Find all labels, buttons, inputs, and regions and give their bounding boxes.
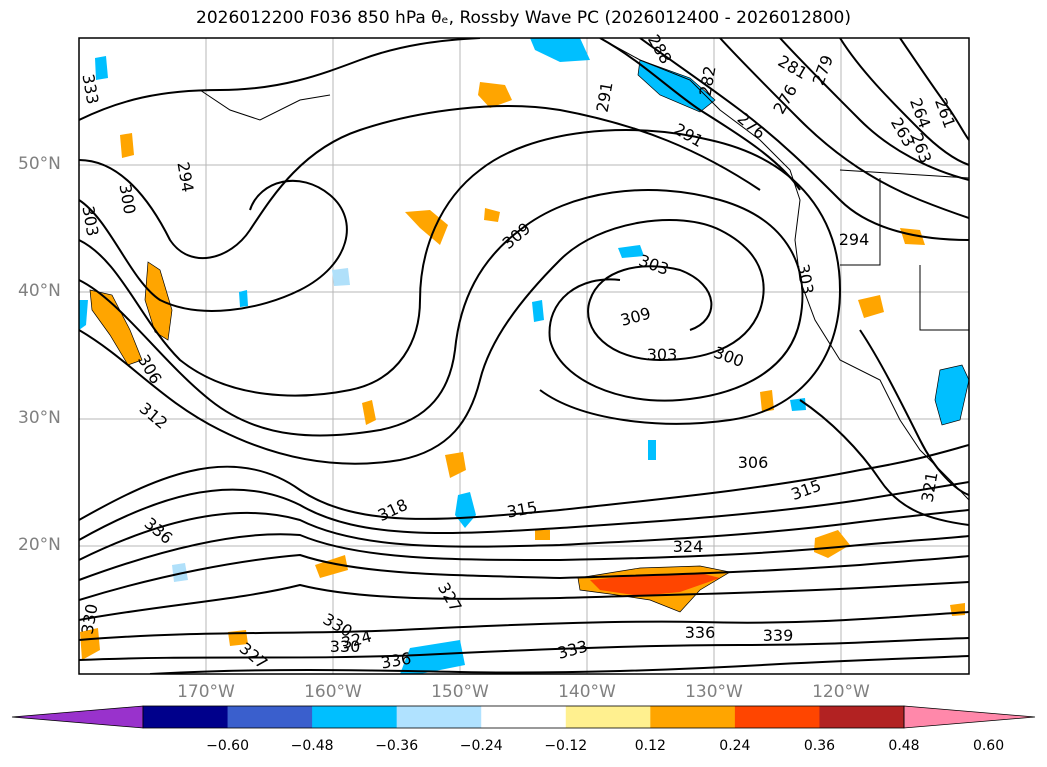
colorbar-segment: [819, 706, 905, 728]
negative-anomaly-patch: [790, 398, 806, 411]
chart-title: 2026012200 F036 850 hPa θₑ, Rossby Wave …: [196, 8, 851, 28]
positive-anomaly-patch: [900, 228, 925, 245]
contour-label: 339: [763, 626, 794, 645]
negative-anomaly-patch: [79, 300, 88, 330]
negative-anomaly-patch: [935, 365, 969, 425]
lon-label: 160°W: [304, 682, 362, 702]
colorbar-tick-label: −0.24: [459, 738, 503, 754]
lat-label: 50°N: [18, 154, 61, 174]
colorbar-tick-label: 0.24: [719, 738, 751, 754]
colorbar-segment: [227, 706, 313, 728]
negative-anomaly-patch: [172, 563, 188, 582]
contour-label: 324: [673, 537, 704, 556]
positive-anomaly-patch: [405, 210, 448, 245]
colorbar-segment: [312, 706, 398, 728]
lat-label: 20°N: [18, 535, 61, 555]
negative-anomaly-patch: [532, 300, 544, 322]
colorbar-extend-high: [903, 705, 1036, 729]
positive-anomaly-patch: [445, 452, 466, 478]
positive-anomaly-patch: [90, 290, 142, 365]
contour-label: 294: [839, 230, 870, 249]
colorbar-tick-label: −0.12: [544, 738, 588, 754]
anomaly-outlines: [89, 59, 969, 613]
negative-anomaly-patch: [400, 640, 465, 674]
lon-label: 170°W: [177, 682, 235, 702]
contour-label: 336: [685, 623, 716, 642]
colorbar-tick-label: −0.36: [375, 738, 419, 754]
negative-anomaly-patch: [530, 38, 590, 62]
contour-label: 303: [647, 345, 678, 364]
lat-label: 40°N: [18, 281, 61, 301]
positive-anomaly-patch: [858, 295, 884, 318]
colorbar-tick-label: 0.36: [803, 738, 836, 754]
negative-anomaly-patch: [648, 440, 656, 460]
colorbar-tick-label: −0.60: [206, 738, 249, 754]
theta-e-contours: [79, 38, 969, 674]
positive-anomaly-patch: [80, 628, 100, 660]
negative-anomaly-patch: [239, 290, 248, 307]
contour-label: 330: [330, 637, 361, 656]
negative-anomaly-patch: [95, 56, 108, 80]
colorbar-segment: [565, 706, 651, 728]
negative-anomaly-patch: [455, 492, 476, 528]
lon-label: 140°W: [558, 682, 616, 702]
colorbar-tick-label: 0.12: [634, 738, 666, 754]
coastlines: [199, 38, 969, 501]
colorbar-extend-low: [11, 705, 144, 729]
lon-label: 120°W: [812, 682, 870, 702]
lat-label: 30°N: [18, 408, 61, 428]
negative-anomaly-patch: [332, 268, 350, 286]
colorbar-tick-label: 0.60: [972, 738, 1005, 754]
negative-anomaly-patch: [618, 245, 644, 258]
positive-anomaly-patch: [315, 555, 348, 578]
positive-anomaly-patch: [760, 390, 774, 412]
lon-label: 150°W: [431, 682, 489, 702]
map-border: [78, 37, 970, 675]
positive-anomaly-patch: [120, 133, 134, 158]
colorbar-segment: [143, 706, 229, 728]
positive-anomaly-patch: [484, 208, 500, 222]
colorbar-segment: [396, 706, 482, 728]
colorbar-tick-label: −0.48: [290, 738, 334, 754]
positive-anomaly-patch: [535, 530, 550, 540]
colorbar-segment: [734, 706, 820, 728]
colorbar-segment: [481, 706, 567, 728]
lon-label: 130°W: [685, 682, 743, 702]
colorbar-tick-label: 0.48: [888, 738, 920, 754]
positive-anomaly-patch: [814, 530, 850, 558]
colorbar-segment: [650, 706, 736, 728]
positive-anomaly-patch: [362, 400, 376, 425]
contour-label: 306: [738, 453, 769, 472]
positive-anomaly-patch: [478, 82, 512, 108]
negative-anomaly-patch: [638, 60, 715, 112]
map-background: [79, 38, 969, 674]
colorbar: [11, 705, 1036, 729]
positive-anomaly-patch: [590, 573, 720, 596]
